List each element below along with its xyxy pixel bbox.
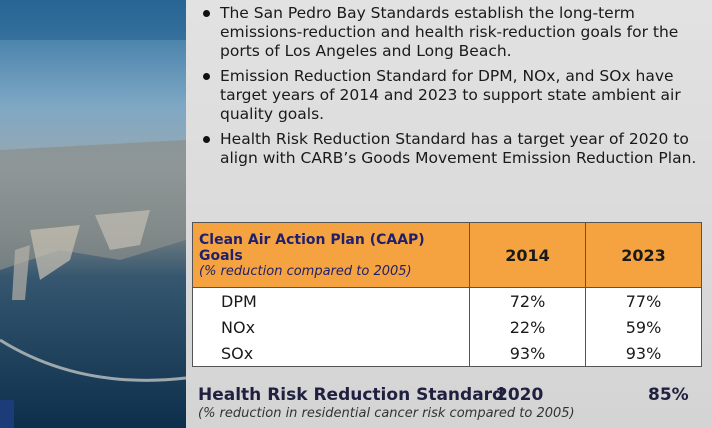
- percent-cell: 93%: [470, 340, 586, 367]
- health-year: 2020: [496, 385, 543, 405]
- table-subtitle: (% reduction compared to 2005): [199, 264, 469, 279]
- bullet-list: The San Pedro Bay Standards establish th…: [200, 4, 712, 174]
- pollutant-cell: DPM: [193, 288, 470, 315]
- percent-cell: 59%: [586, 314, 702, 340]
- slide: The San Pedro Bay Standards establish th…: [0, 0, 712, 428]
- header-cell: Clean Air Action Plan (CAAP) Goals (% re…: [193, 223, 470, 288]
- health-note: (% reduction in residential cancer risk …: [198, 406, 575, 421]
- percent-cell: 77%: [586, 288, 702, 315]
- percent-cell: 72%: [470, 288, 586, 315]
- aerial-photo: [0, 0, 186, 428]
- pollutant-cell: NOx: [193, 314, 470, 340]
- percent-cell: 22%: [470, 314, 586, 340]
- percent-cell: 93%: [586, 340, 702, 367]
- year-header: 2023: [586, 223, 702, 288]
- health-label: Health Risk Reduction Standard: [198, 385, 504, 405]
- goals-table: Clean Air Action Plan (CAAP) Goals (% re…: [192, 222, 702, 367]
- table-title: Clean Air Action Plan (CAAP) Goals: [199, 232, 469, 264]
- bullet: The San Pedro Bay Standards establish th…: [220, 4, 712, 61]
- health-value: 85%: [648, 385, 689, 405]
- bullet: Emission Reduction Standard for DPM, NOx…: [220, 67, 712, 124]
- year-header: 2014: [470, 223, 586, 288]
- bullet: Health Risk Reduction Standard has a tar…: [220, 130, 712, 168]
- pollutant-cell: SOx: [193, 340, 470, 367]
- content: The San Pedro Bay Standards establish th…: [186, 0, 712, 428]
